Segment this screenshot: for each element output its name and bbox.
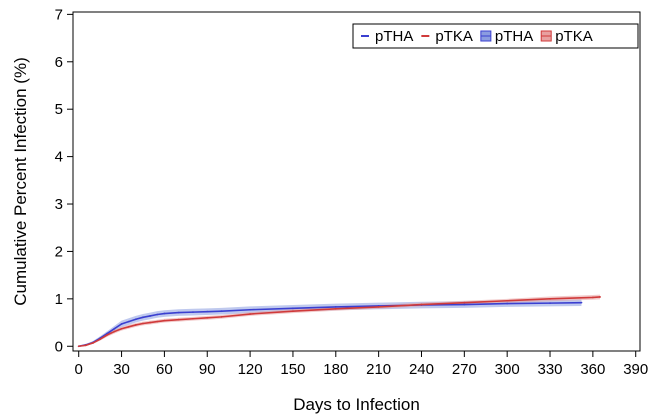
plot-frame: [72, 11, 641, 352]
axes: [72, 11, 641, 352]
data-point-ptha: [506, 302, 509, 305]
data-point-ptha: [127, 320, 130, 323]
data-point-ptka: [92, 342, 94, 344]
data-point-ptha: [163, 312, 166, 315]
x-tick-label: 390: [623, 361, 648, 378]
x-tick-label: 330: [538, 361, 563, 378]
x-tick-label: 60: [156, 361, 173, 378]
confidence-bands: [78, 294, 601, 347]
data-point-ptha: [549, 302, 551, 305]
data-point-ptka: [506, 299, 509, 302]
series-lines: [77, 296, 601, 348]
data-point-ptka: [156, 320, 159, 323]
x-axis-title: Days to Infection: [293, 395, 420, 414]
data-point-ptka: [549, 297, 551, 300]
data-point-ptka: [99, 338, 102, 341]
y-tick-label: 7: [55, 6, 63, 23]
data-point-ptha: [156, 313, 159, 316]
x-tick-label: 150: [280, 361, 305, 378]
data-point-ptha: [142, 316, 144, 319]
data-point-ptka: [113, 330, 116, 333]
data-point-ptka: [599, 296, 601, 298]
y-tick-label: 5: [55, 101, 63, 118]
data-point-ptka: [106, 333, 109, 336]
data-point-ptka: [292, 310, 294, 313]
data-point-ptka: [163, 319, 166, 322]
data-point-ptka: [206, 316, 209, 319]
data-point-ptha: [120, 323, 123, 325]
x-tick-label: 30: [113, 361, 130, 378]
data-point-ptka: [420, 303, 423, 306]
data-point-ptha: [580, 301, 583, 304]
data-point-ptka: [591, 296, 594, 299]
x-tick-label: 360: [580, 361, 605, 378]
legend-box: [352, 23, 639, 49]
plot-area: [77, 294, 601, 348]
x-tick-label: 270: [452, 361, 477, 378]
ci-band-ptka: [78, 294, 601, 347]
data-point-ptha: [113, 327, 116, 330]
data-point-ptha: [149, 315, 152, 317]
y-tick-label: 0: [55, 338, 63, 355]
data-point-ptka: [134, 324, 137, 326]
data-point-ptha: [134, 318, 137, 321]
y-axis-title: Cumulative Percent Infection (%): [11, 57, 30, 306]
data-point-ptha: [249, 308, 251, 311]
x-tick-label: 0: [75, 361, 83, 378]
legend-label: pTKA: [555, 28, 593, 45]
x-tick-label: 120: [238, 361, 263, 378]
data-point-ptka: [127, 325, 130, 328]
data-point-ptka: [463, 301, 466, 304]
data-point-ptha: [292, 307, 294, 310]
y-tick-label: 4: [55, 149, 63, 166]
data-point-ptka: [120, 327, 123, 330]
data-point-ptka: [149, 321, 152, 324]
data-point-ptka: [84, 344, 87, 347]
data-point-ptha: [334, 306, 337, 308]
data-point-ptha: [206, 310, 209, 313]
x-tick-label: 90: [199, 361, 216, 378]
data-point-ptha: [192, 311, 194, 314]
legend-label: pTHA: [375, 28, 413, 45]
data-point-ptka: [334, 307, 337, 310]
tick-marks: 0 1 2 3 4 5 6 7 0 30 60 90 120 150 180 210 240 270 300 330 3…: [55, 6, 649, 378]
legend-label: pTHA: [495, 28, 533, 45]
data-point-ptka: [177, 318, 180, 321]
legend: pTHA pTKA pTHA pTKA: [352, 23, 639, 49]
data-point-ptha: [463, 303, 466, 306]
y-tick-label: 3: [55, 196, 63, 213]
data-point-ptka: [192, 317, 194, 320]
y-tick-label: 6: [55, 54, 63, 71]
x-tick-label: 240: [409, 361, 434, 378]
data-point-ptka: [142, 322, 144, 325]
data-point-ptka: [220, 315, 223, 318]
data-point-ptka: [377, 306, 380, 308]
data-point-ptha: [220, 310, 223, 313]
data-point-ptha: [177, 311, 180, 314]
legend-label: pTKA: [435, 28, 473, 45]
y-tick-label: 2: [55, 243, 63, 260]
data-point-ptka: [249, 313, 251, 315]
data-point-ptka: [77, 345, 80, 348]
y-tick-label: 1: [55, 291, 63, 308]
x-tick-label: 210: [366, 361, 391, 378]
x-tick-label: 300: [495, 361, 520, 378]
x-tick-label: 180: [323, 361, 348, 378]
